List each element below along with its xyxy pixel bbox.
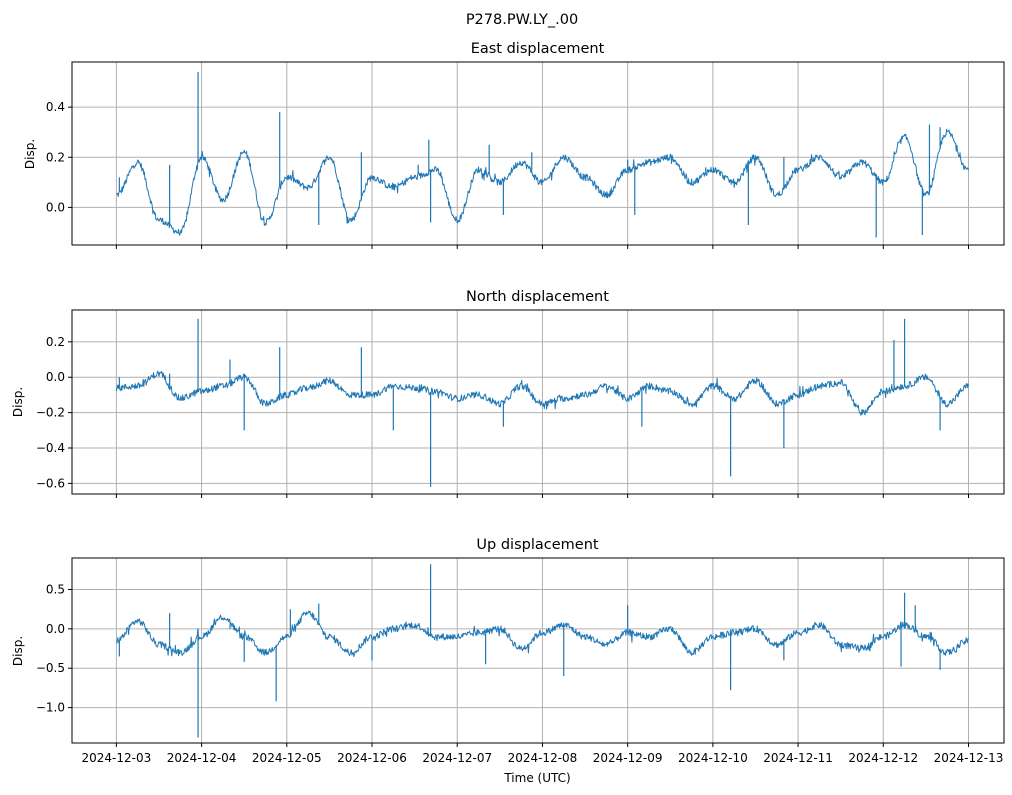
- x-tick-label: 2024-12-04: [167, 751, 237, 765]
- y-tick-label: 0.0: [46, 370, 65, 384]
- x-tick-label: 2024-12-11: [763, 751, 833, 765]
- y-tick-label: 0.2: [46, 335, 65, 349]
- axes-frame: [71, 309, 1005, 495]
- panel-east: East displacement Disp. 0.0 0.2 0.4: [23, 41, 1005, 249]
- panel-up: Up displacement Disp. 2024-12-03 2024-12-…: [11, 537, 1005, 765]
- axes-frame: [71, 61, 1005, 246]
- panel-up-ylabel: Disp.: [11, 636, 25, 666]
- x-tick-label: 2024-12-03: [82, 751, 152, 765]
- x-tick-label: 2024-12-09: [593, 751, 663, 765]
- y-tick-label: 0.2: [46, 150, 65, 164]
- y-tick-label: −1.0: [36, 701, 65, 715]
- series-line-north: [115, 370, 969, 416]
- y-tick-label: −0.5: [36, 661, 65, 675]
- x-tick-label: 2024-12-10: [678, 751, 748, 765]
- panel-north: North displacement Disp. −0.6 −0.4 −0.2 0.0…: [11, 289, 1005, 498]
- x-axis-label: Time (UTC): [503, 771, 570, 785]
- y-tick-label: 0.0: [46, 200, 65, 214]
- panel-north-title: North displacement: [466, 289, 609, 305]
- panel-north-ylabel: Disp.: [11, 387, 25, 417]
- series-line-east: [116, 128, 969, 236]
- x-tick-label: 2024-12-08: [508, 751, 578, 765]
- y-tick-label: 0.5: [46, 582, 65, 596]
- y-tick-label: −0.4: [36, 441, 65, 455]
- panel-up-title: Up displacement: [476, 537, 598, 553]
- figure-suptitle: P278.PW.LY_.00: [466, 12, 578, 28]
- x-tick-label: 2024-12-12: [848, 751, 918, 765]
- series-line-up: [116, 610, 969, 658]
- y-tick-label: 0.4: [46, 100, 65, 114]
- x-tick-label: 2024-12-13: [934, 751, 1004, 765]
- axes-frame: [71, 557, 1005, 744]
- y-tick-label: −0.6: [36, 476, 65, 490]
- x-tick-label: 2024-12-07: [422, 751, 492, 765]
- y-tick-label: 0.0: [46, 622, 65, 636]
- panel-east-ylabel: Disp.: [23, 139, 37, 169]
- x-tick-label: 2024-12-06: [337, 751, 407, 765]
- y-tick-label: −0.2: [36, 406, 65, 420]
- x-tick-label: 2024-12-05: [252, 751, 322, 765]
- panel-east-title: East displacement: [471, 41, 605, 57]
